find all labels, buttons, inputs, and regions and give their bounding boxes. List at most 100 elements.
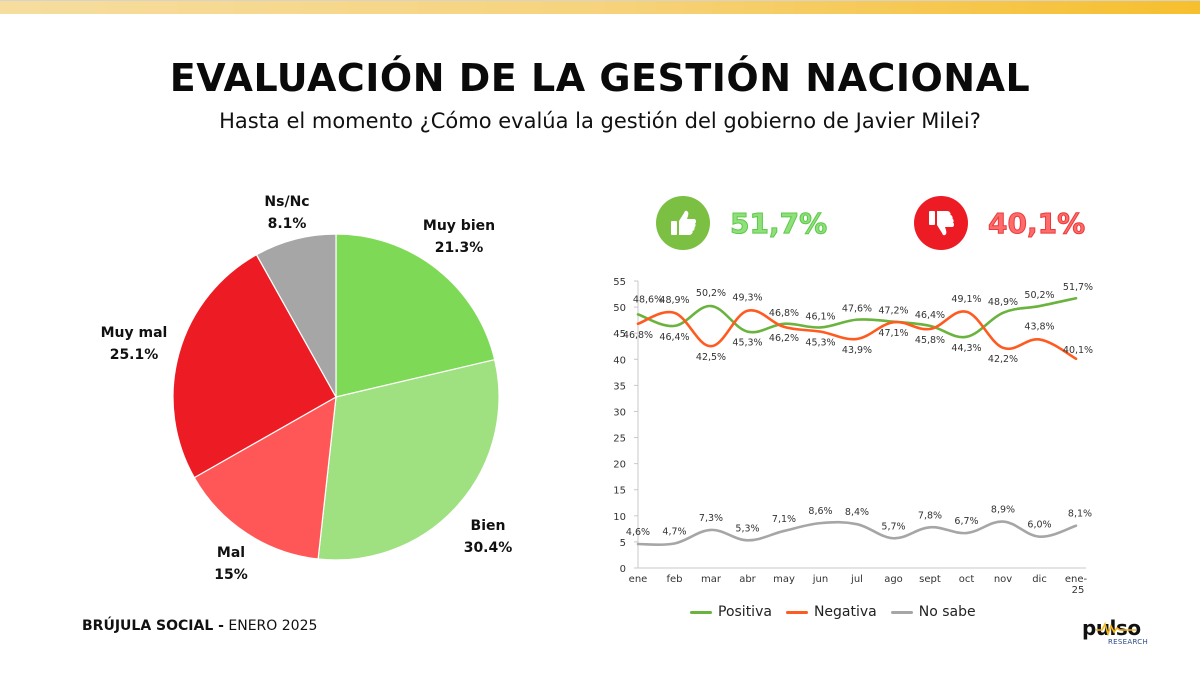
y-tick-label: 10 — [613, 512, 626, 523]
data-label-negativa: 46,8% — [623, 330, 653, 341]
top-accent-bar — [0, 0, 1200, 14]
data-label-positiva: 47,2% — [878, 306, 908, 317]
y-tick-label: 5 — [620, 538, 626, 549]
data-label-negativa: 43,8% — [1024, 321, 1054, 332]
x-tick-label: abr — [739, 574, 756, 585]
y-tick-label: 0 — [620, 564, 626, 575]
kpi-positive-value: 51,7% — [729, 206, 828, 240]
y-tick-label: 15 — [613, 486, 626, 497]
pie-label-bien: Bien — [471, 518, 506, 534]
y-tick-label: 25 — [613, 434, 626, 445]
pie-value-mal: 15% — [214, 567, 248, 583]
data-label-no-sabe: 7,1% — [772, 514, 796, 525]
data-label-no-sabe: 7,8% — [918, 510, 942, 521]
footer-brand: BRÚJULA SOCIAL - — [82, 618, 224, 634]
data-label-positiva: 46,4% — [915, 310, 945, 321]
data-label-no-sabe: 5,7% — [881, 521, 905, 532]
data-label-no-sabe: 6,7% — [954, 516, 978, 527]
data-label-negativa: 45,3% — [805, 338, 835, 349]
pie-slice-ns-nc — [255, 233, 337, 400]
footer-period: ENERO 2025 — [228, 618, 318, 634]
data-label-positiva: 44,3% — [951, 343, 981, 354]
y-tick-label: 50 — [613, 303, 626, 314]
x-tick-label: sept — [919, 574, 941, 585]
x-tick-label: dic — [1032, 574, 1047, 585]
kpi-negative-value: 40,1% — [987, 206, 1086, 240]
y-tick-label: 45 — [613, 329, 626, 340]
data-label-negativa: 48,9% — [659, 295, 689, 306]
pie-value-muy-bien: 21.3% — [435, 240, 484, 256]
footer-source: BRÚJULA SOCIAL - ENERO 2025 — [82, 618, 317, 634]
data-label-no-sabe: 6,0% — [1027, 520, 1051, 531]
thumbs-down-icon — [914, 196, 968, 250]
data-label-negativa: 42,2% — [988, 354, 1018, 365]
data-label-no-sabe: 8,9% — [991, 505, 1015, 516]
data-label-positiva: 51,7% — [1063, 282, 1093, 293]
legend-swatch-positiva — [690, 610, 712, 614]
logo-pulse-icon — [1096, 622, 1136, 636]
data-label-no-sabe: 4,6% — [626, 527, 650, 538]
pie-chart: Muy bien 21.3% Bien 30.4% Mal 15% Muy mal 25.1%… — [101, 194, 513, 583]
pie-label-muy-mal: Muy mal — [101, 325, 168, 341]
kpi-negative: 40,1% — [914, 196, 1086, 250]
x-tick-label: jun — [812, 574, 828, 585]
y-tick-label: 20 — [613, 460, 626, 471]
legend-swatch-no-sabe — [890, 610, 913, 614]
data-label-no-sabe: 8,6% — [808, 506, 832, 517]
pie-slice-mal — [193, 395, 337, 560]
legend-item-negativa: Negativa — [785, 604, 877, 620]
x-tick-label: ago — [884, 574, 903, 585]
line-chart-legend: Positiva Negativa No sabe — [690, 604, 990, 620]
thumbs-up-icon — [656, 196, 710, 250]
legend-label-positiva: Positiva — [718, 604, 772, 620]
x-tick-label: nov — [994, 574, 1012, 585]
pie-slice-muy-mal — [172, 253, 337, 479]
data-label-positiva: 48,9% — [988, 297, 1018, 308]
data-label-positiva: 50,2% — [1024, 290, 1054, 301]
data-label-positiva: 48,6% — [633, 294, 663, 305]
y-tick-label: 35 — [613, 381, 626, 392]
page-title: EVALUACIÓN DE LA GESTIÓN NACIONAL — [169, 56, 1031, 100]
y-tick-label: 30 — [613, 407, 626, 418]
x-tick-label: oct — [959, 574, 975, 585]
y-tick-label: 55 — [613, 277, 626, 288]
series-line-negativa — [636, 308, 1078, 361]
data-label-positiva: 46,8% — [769, 308, 799, 319]
data-label-positiva: 46,4% — [659, 332, 689, 343]
pie-slice-bien — [317, 358, 500, 561]
pie-slice-muy-bien — [335, 233, 496, 398]
data-label-negativa: 49,1% — [951, 294, 981, 305]
pie-value-ns-nc: 8.1% — [268, 216, 307, 232]
data-label-positiva: 46,1% — [805, 311, 835, 322]
kpi-positive: 51,7% — [656, 196, 828, 250]
legend-swatch-negativa — [785, 610, 808, 614]
page-subtitle: Hasta el momento ¿Cómo evalúa la gestión… — [219, 109, 981, 133]
data-label-positiva: 50,2% — [696, 288, 726, 299]
legend-label-no-sabe: No sabe — [918, 604, 976, 620]
data-label-negativa: 40,1% — [1063, 345, 1093, 356]
data-label-positiva: 47,6% — [842, 304, 872, 315]
data-label-no-sabe: 4,7% — [662, 526, 686, 537]
x-tick-label: ene- — [1065, 574, 1088, 585]
series-line-positiva — [636, 296, 1078, 339]
pie-label-ns-nc: Ns/Nc — [264, 194, 309, 210]
legend-item-positiva: Positiva — [690, 604, 772, 620]
x-tick-label: mar — [701, 574, 722, 585]
series-line-no-sabe — [636, 520, 1078, 547]
x-tick-label: may — [773, 574, 795, 585]
data-label-negativa: 42,5% — [696, 352, 726, 363]
y-tick-label: 40 — [613, 355, 626, 366]
data-label-no-sabe: 8,1% — [1068, 509, 1092, 520]
data-label-negativa: 46,2% — [769, 333, 799, 344]
data-label-no-sabe: 5,3% — [735, 523, 759, 534]
pie-value-muy-mal: 25.1% — [110, 347, 159, 363]
legend-label-negativa: Negativa — [813, 604, 877, 620]
data-label-no-sabe: 8,4% — [845, 507, 869, 518]
x-tick-label: feb — [666, 574, 682, 585]
data-label-negativa: 45,8% — [915, 335, 945, 346]
x-tick-label: jul — [850, 574, 863, 585]
x-tick-label-line2: 25 — [1072, 585, 1085, 596]
data-label-no-sabe: 7,3% — [699, 513, 723, 524]
legend-item-no-sabe: No sabe — [890, 604, 976, 620]
data-label-positiva: 45,3% — [732, 338, 762, 349]
